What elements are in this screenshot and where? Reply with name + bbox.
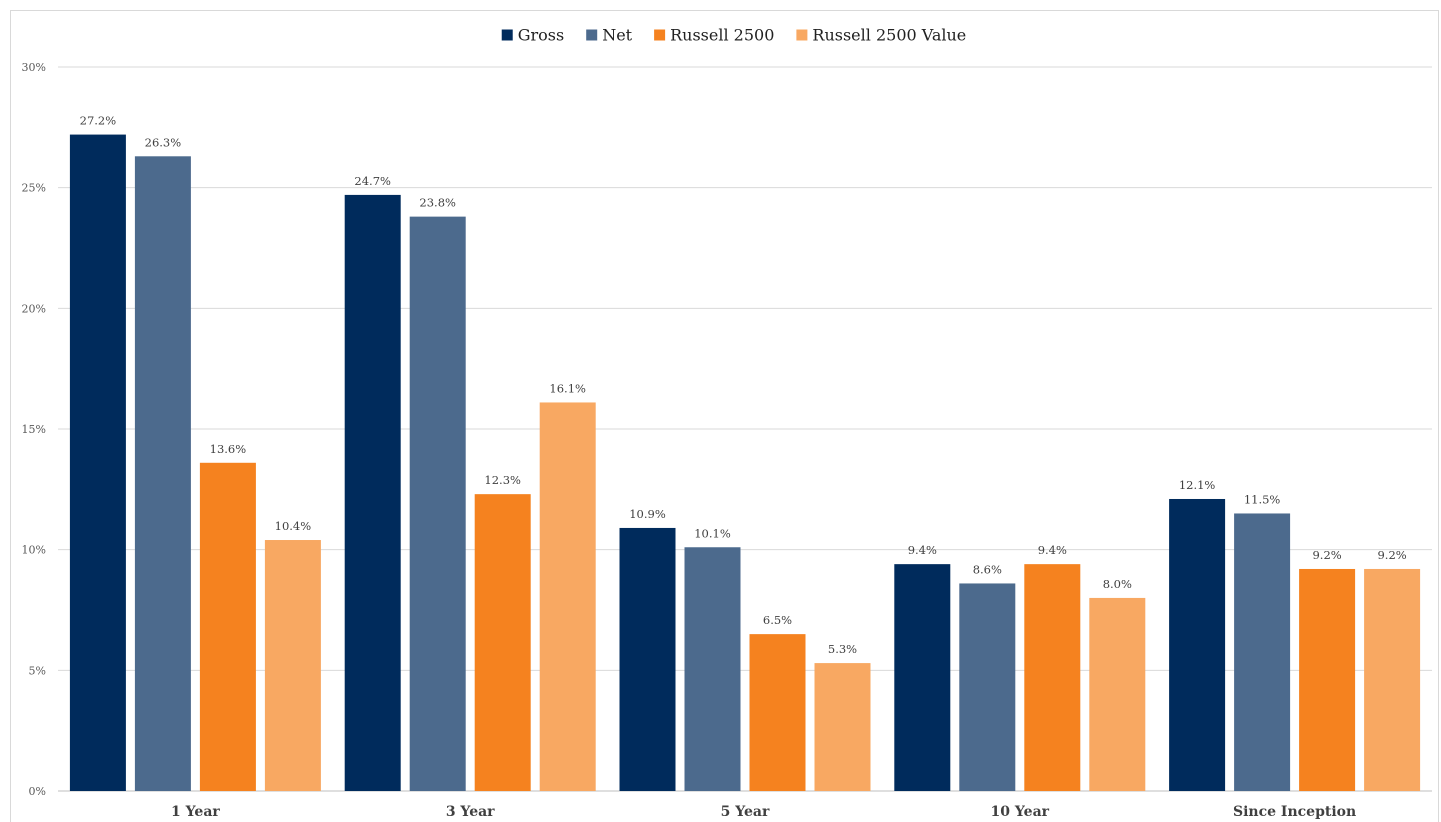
y-tick-label: 20% <box>22 302 46 315</box>
y-tick-label: 5% <box>29 664 46 677</box>
data-label: 16.1% <box>549 381 586 395</box>
x-category-label: 3 Year <box>446 804 495 820</box>
legend-swatch <box>654 29 666 41</box>
y-tick-label: 25% <box>22 182 46 195</box>
data-labels: 27.2% 26.3% 13.6% 10.4% 24.7% 23.8% 12.3% 16.1%… <box>80 114 1407 657</box>
legend-item-russell-2500: Russell 2500 <box>654 26 774 45</box>
x-category-label: 1 Year <box>171 804 220 820</box>
bar-russell-2500 <box>1024 564 1081 791</box>
bars <box>69 134 1421 792</box>
data-label: 10.4% <box>275 519 312 533</box>
bar-net <box>134 156 191 791</box>
bar-russell-2500 <box>199 462 256 791</box>
data-label: 24.7% <box>354 174 391 188</box>
data-label: 9.2% <box>1377 548 1406 562</box>
data-label: 10.9% <box>629 507 666 521</box>
data-label: 10.1% <box>694 526 731 540</box>
bar-russell-2500-value <box>539 402 596 791</box>
bar-russell-2500 <box>749 634 806 791</box>
bar-russell-2500-value <box>1089 597 1146 791</box>
chart-frame <box>10 10 1439 822</box>
y-axis-ticks: 0% 5% 10% 15% 20% 25% 30% <box>22 61 46 798</box>
data-label: 8.6% <box>973 562 1002 576</box>
data-label: 5.3% <box>828 642 857 656</box>
gridlines <box>58 66 1432 792</box>
data-label: 9.4% <box>1038 543 1067 557</box>
data-label: 27.2% <box>80 114 117 128</box>
x-category-label: 5 Year <box>721 804 770 820</box>
legend-label: Russell 2500 Value <box>812 26 966 45</box>
bar-russell-2500-value <box>814 663 871 791</box>
legend-item-russell-2500-value: Russell 2500 Value <box>796 26 966 45</box>
legend-label: Net <box>602 26 632 45</box>
legend-label: Gross <box>518 26 564 45</box>
bar-russell-2500-value <box>1364 568 1421 791</box>
data-label: 6.5% <box>763 613 792 627</box>
bar-gross <box>69 134 126 791</box>
bar-russell-2500-value <box>264 540 321 791</box>
legend-item-net: Net <box>586 26 633 45</box>
y-tick-label: 10% <box>22 544 46 557</box>
data-label: 23.8% <box>419 196 456 210</box>
y-tick-label: 30% <box>22 61 46 74</box>
legend-swatch <box>586 29 598 41</box>
x-axis-categories: 1 Year 3 Year 5 Year 10 Year Since Inception <box>171 804 1356 820</box>
bar-gross <box>344 194 401 791</box>
bar-gross <box>1169 498 1226 791</box>
bar-net <box>959 583 1016 791</box>
x-category-label: 10 Year <box>991 804 1050 820</box>
data-label: 9.2% <box>1312 548 1341 562</box>
bar-net <box>1234 513 1291 791</box>
legend-swatch <box>501 29 513 41</box>
y-tick-label: 15% <box>22 423 46 436</box>
bar-net <box>684 547 741 791</box>
data-label: 11.5% <box>1244 492 1281 506</box>
data-label: 9.4% <box>908 543 937 557</box>
bar-russell-2500 <box>1299 568 1356 791</box>
legend-label: Russell 2500 <box>670 26 774 45</box>
data-label: 12.3% <box>484 473 521 487</box>
y-tick-label: 0% <box>29 785 46 798</box>
bar-gross <box>619 527 676 791</box>
legend-swatch <box>796 29 808 41</box>
data-label: 26.3% <box>145 135 182 149</box>
bar-gross <box>894 564 951 791</box>
legend-item-gross: Gross <box>501 26 564 45</box>
data-label: 8.0% <box>1103 577 1132 591</box>
data-label: 13.6% <box>210 442 247 456</box>
data-label: 12.1% <box>1179 478 1216 492</box>
legend: Gross Net Russell 2500 Russell 2500 Value <box>501 26 966 45</box>
bar-net <box>409 216 466 792</box>
bar-russell-2500 <box>474 494 531 791</box>
x-category-label: Since Inception <box>1233 804 1356 820</box>
